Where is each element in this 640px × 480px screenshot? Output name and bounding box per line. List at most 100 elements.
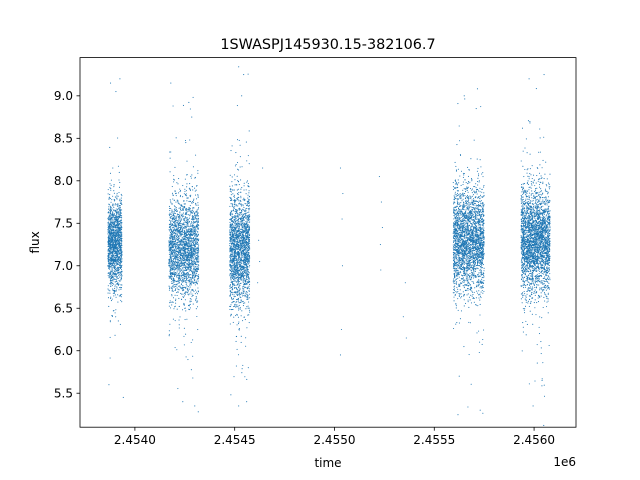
data-point	[190, 252, 192, 254]
data-point	[188, 253, 190, 255]
data-point	[245, 337, 247, 339]
data-point	[170, 220, 172, 222]
data-point	[108, 262, 110, 264]
data-point	[197, 266, 199, 268]
data-point	[247, 257, 249, 259]
data-point	[190, 211, 192, 213]
data-point	[168, 246, 170, 248]
data-point	[179, 244, 181, 246]
data-point	[119, 274, 121, 276]
data-point	[231, 244, 233, 246]
data-point	[169, 254, 171, 256]
data-point	[170, 301, 172, 303]
data-point	[110, 189, 112, 191]
data-point	[239, 232, 241, 234]
data-point	[113, 206, 115, 209]
data-point	[112, 212, 114, 214]
data-point	[112, 252, 114, 254]
data-point	[116, 269, 118, 271]
data-point	[168, 330, 170, 332]
data-point	[186, 200, 188, 202]
data-point	[171, 282, 173, 284]
data-point	[170, 231, 172, 233]
data-point	[169, 286, 171, 288]
data-point	[180, 230, 182, 233]
data-point	[113, 235, 115, 237]
data-point	[178, 253, 180, 255]
data-point	[191, 216, 194, 218]
data-point	[108, 265, 110, 267]
data-point	[245, 214, 247, 216]
data-point	[117, 273, 119, 275]
data-point	[112, 238, 114, 240]
data-point	[236, 219, 238, 221]
data-point	[184, 269, 186, 271]
data-point	[109, 274, 111, 276]
data-point	[184, 221, 186, 223]
data-point	[114, 281, 116, 283]
data-point	[192, 238, 194, 240]
data-point	[197, 275, 199, 277]
data-point	[176, 247, 178, 249]
data-point	[117, 211, 119, 213]
data-point	[183, 226, 185, 228]
data-point	[192, 241, 194, 243]
data-point	[194, 293, 196, 295]
data-point	[113, 222, 115, 224]
data-point	[173, 219, 176, 221]
data-point	[109, 251, 112, 253]
data-point	[113, 199, 115, 201]
data-point	[107, 264, 109, 267]
data-point	[111, 221, 113, 223]
data-point	[243, 269, 245, 271]
data-point	[176, 266, 178, 268]
data-point	[170, 223, 172, 225]
data-point	[112, 265, 114, 267]
data-point	[236, 258, 238, 260]
data-point	[168, 335, 170, 337]
data-point	[186, 183, 188, 185]
data-point	[118, 200, 120, 202]
data-point	[180, 269, 182, 271]
data-point	[114, 312, 116, 314]
data-point	[233, 376, 235, 378]
data-point	[196, 239, 198, 241]
data-point	[186, 257, 189, 259]
data-point	[169, 272, 171, 274]
data-point	[116, 253, 118, 255]
data-point	[196, 301, 198, 303]
data-point	[194, 272, 196, 274]
data-point	[229, 323, 231, 325]
data-point	[115, 316, 117, 318]
data-point	[190, 225, 193, 227]
data-point	[189, 293, 191, 295]
data-point	[115, 244, 117, 246]
data-point	[185, 265, 187, 267]
data-point	[116, 260, 118, 263]
data-point	[191, 281, 193, 284]
data-point	[196, 293, 198, 295]
data-point	[196, 283, 198, 285]
data-point	[116, 268, 119, 270]
data-point	[173, 212, 175, 214]
data-point	[243, 189, 245, 191]
data-point	[190, 175, 192, 177]
data-point	[107, 288, 109, 290]
data-point	[233, 270, 235, 272]
data-point	[242, 208, 244, 210]
data-point	[117, 282, 119, 284]
data-point	[111, 204, 113, 206]
data-point	[249, 247, 251, 249]
data-point	[113, 224, 115, 226]
data-point	[174, 266, 176, 268]
data-point	[241, 295, 243, 297]
data-point	[183, 304, 185, 306]
data-point	[240, 315, 242, 317]
data-point	[179, 271, 181, 273]
data-point	[108, 233, 110, 235]
data-point	[244, 210, 246, 212]
data-point	[172, 238, 175, 240]
data-point	[113, 256, 115, 259]
data-point	[247, 307, 249, 309]
data-point	[241, 217, 243, 219]
